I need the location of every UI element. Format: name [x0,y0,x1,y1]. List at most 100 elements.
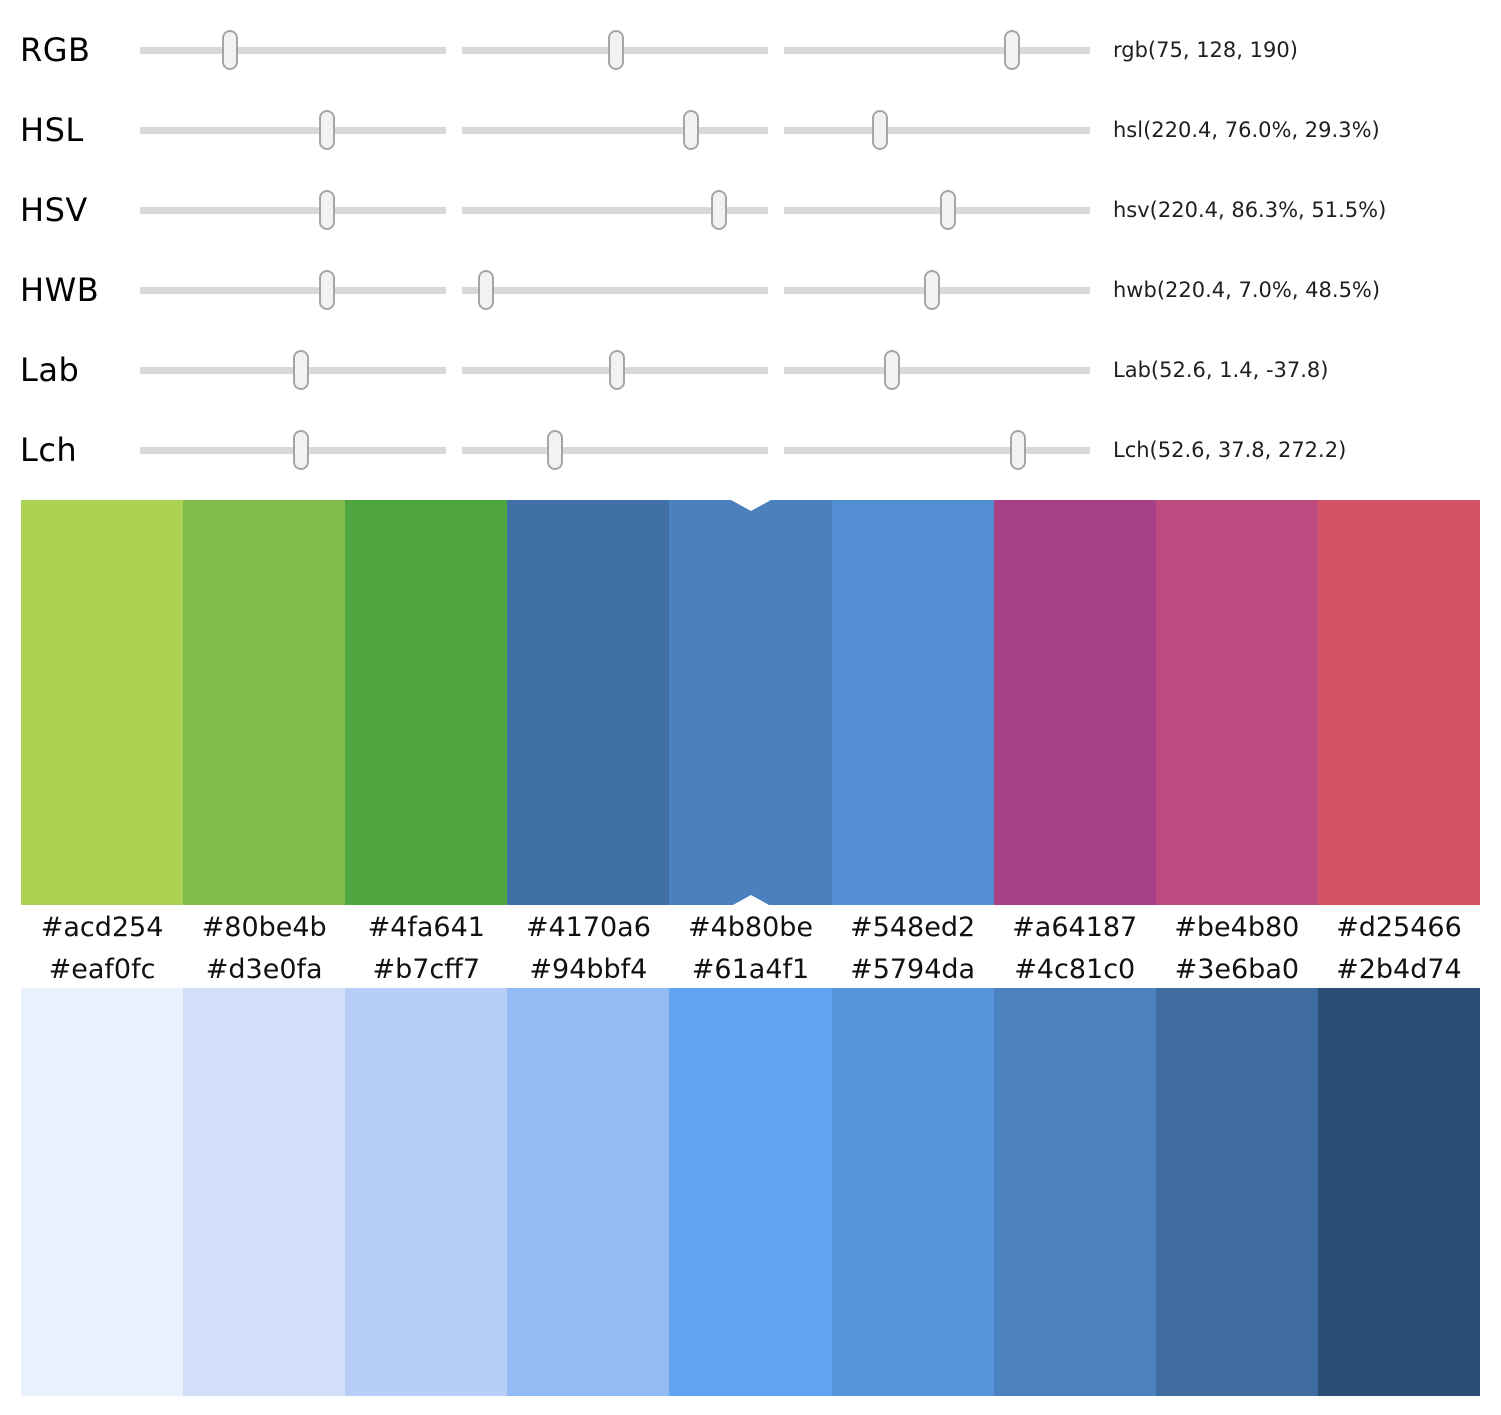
palette-top-swatch-5[interactable] [669,500,832,905]
palette-bottom-swatch-9[interactable] [1317,988,1480,1396]
slider-track-group [140,348,1090,392]
slider-thumb-hwb-2[interactable] [477,270,494,310]
slider-thumb-lch-1[interactable] [292,430,309,470]
slider-track-rgb-2[interactable] [462,30,768,70]
slider-thumb-hwb-1[interactable] [319,270,336,310]
slider-track-lch-2[interactable] [462,430,768,470]
palette-bottom [21,988,1480,1396]
palette-bottom-swatch-7[interactable] [993,988,1156,1396]
hex-label-bottom-8: #3e6ba0 [1174,953,1300,985]
slider-track-group [140,428,1090,472]
slider-track-hwb-3[interactable] [784,270,1090,310]
slider-thumb-lab-3[interactable] [883,350,900,390]
palette-top-swatch-8[interactable] [1155,500,1318,905]
slider-track-lab-3[interactable] [784,350,1090,390]
slider-row-label: HSV [20,191,88,229]
slider-track-hsl-3[interactable] [784,110,1090,150]
hex-label-top-9: #d25466 [1336,912,1462,943]
slider-value-readout: Lab(52.6, 1.4, -37.8) [1113,358,1329,382]
slider-track-lab-2[interactable] [462,350,768,390]
slider-thumb-rgb-1[interactable] [221,30,238,70]
slider-thumb-lch-2[interactable] [547,430,564,470]
hex-label-bottom-6: #5794da [850,953,976,985]
palette-top-swatch-6[interactable] [831,500,994,905]
slider-track-lch-3[interactable] [784,430,1090,470]
hex-label-top-1: #acd254 [40,912,164,943]
slider-track-hwb-1[interactable] [140,270,446,310]
slider-row-lab: Lab Lab(52.6, 1.4, -37.8) [0,330,1501,410]
slider-row-label: HWB [20,271,100,309]
hex-label-bottom-3: #b7cff7 [372,953,481,985]
slider-thumb-hsl-1[interactable] [319,110,336,150]
palette-top-swatch-3[interactable] [345,500,508,905]
palette-top-swatch-4[interactable] [507,500,670,905]
palette-top-swatch-2[interactable] [183,500,346,905]
slider-section: RGB rgb(75, 128, 190) HSL hsl(220.4, 76.0%,… [0,0,1501,490]
palette-bottom-swatch-2[interactable] [183,988,346,1396]
hex-label-bottom-1: #eaf0fc [48,953,156,985]
slider-track-group [140,28,1090,72]
palette-bottom-swatch-6[interactable] [831,988,994,1396]
hex-label-bottom-7: #4c81c0 [1014,953,1136,985]
slider-track-hsv-3[interactable] [784,190,1090,230]
slider-track-lch-1[interactable] [140,430,446,470]
slider-thumb-rgb-2[interactable] [607,30,624,70]
slider-value-readout: hwb(220.4, 7.0%, 48.5%) [1113,278,1381,302]
slider-row-hsl: HSL hsl(220.4, 76.0%, 29.3%) [0,90,1501,170]
slider-row-label: Lab [20,351,80,389]
palette-bottom-swatch-4[interactable] [507,988,670,1396]
slider-thumb-hwb-3[interactable] [924,270,941,310]
hex-row-bottom: #eaf0fc #d3e0fa #b7cff7 #94bbf4 #61a4f1 #5794… [21,950,1480,988]
hex-label-top-3: #4fa641 [367,912,485,943]
slider-thumb-hsl-2[interactable] [682,110,699,150]
hex-label-top-2: #80be4b [201,912,327,943]
palette-top-swatch-7[interactable] [993,500,1156,905]
slider-thumb-hsv-2[interactable] [711,190,728,230]
hex-row-top: #acd254 #80be4b #4fa641 #4170a6 #4b80be #548e… [21,905,1480,950]
slider-row-hsv: HSV hsv(220.4, 86.3%, 51.5%) [0,170,1501,250]
slider-thumb-hsv-1[interactable] [319,190,336,230]
slider-value-readout: hsv(220.4, 86.3%, 51.5%) [1113,198,1387,222]
slider-thumb-rgb-3[interactable] [1003,30,1020,70]
slider-thumb-hsv-3[interactable] [939,190,956,230]
slider-thumb-lch-3[interactable] [1010,430,1027,470]
palette-bottom-swatch-1[interactable] [21,988,184,1396]
slider-value-readout: hsl(220.4, 76.0%, 29.3%) [1113,118,1380,142]
hex-label-top-6: #548ed2 [850,912,976,943]
palette-bottom-swatch-8[interactable] [1155,988,1318,1396]
slider-track-group [140,268,1090,312]
slider-track-rgb-1[interactable] [140,30,446,70]
slider-row-label: HSL [20,111,84,149]
slider-row-lch: Lch Lch(52.6, 37.8, 272.2) [0,410,1501,490]
slider-thumb-lab-2[interactable] [608,350,625,390]
slider-thumb-lab-1[interactable] [292,350,309,390]
hex-label-bottom-5: #61a4f1 [691,953,810,985]
hex-label-bottom-2: #d3e0fa [205,953,323,985]
slider-thumb-hsl-3[interactable] [872,110,889,150]
slider-row-hwb: HWB hwb(220.4, 7.0%, 48.5%) [0,250,1501,330]
palette-bottom-swatch-3[interactable] [345,988,508,1396]
hex-label-bottom-4: #94bbf4 [529,953,648,985]
slider-row-label: RGB [20,31,91,69]
slider-track-hsl-1[interactable] [140,110,446,150]
hex-label-top-4: #4170a6 [525,912,651,943]
slider-value-readout: Lch(52.6, 37.8, 272.2) [1113,438,1347,462]
slider-track-group [140,108,1090,152]
palette-top-swatch-9[interactable] [1317,500,1480,905]
hex-label-bottom-9: #2b4d74 [1336,953,1462,985]
palette-top-swatch-1[interactable] [21,500,184,905]
slider-track-lab-1[interactable] [140,350,446,390]
slider-track-hwb-2[interactable] [462,270,768,310]
slider-track-rgb-3[interactable] [784,30,1090,70]
hex-label-top-7: #a64187 [1012,912,1138,943]
slider-value-readout: rgb(75, 128, 190) [1113,38,1298,62]
hex-label-top-8: #be4b80 [1174,912,1300,943]
slider-track-hsv-1[interactable] [140,190,446,230]
slider-track-hsl-2[interactable] [462,110,768,150]
slider-row-rgb: RGB rgb(75, 128, 190) [0,10,1501,90]
palette-top [21,500,1480,905]
palette-bottom-swatch-5[interactable] [669,988,832,1396]
slider-row-label: Lch [20,431,78,469]
slider-track-hsv-2[interactable] [462,190,768,230]
